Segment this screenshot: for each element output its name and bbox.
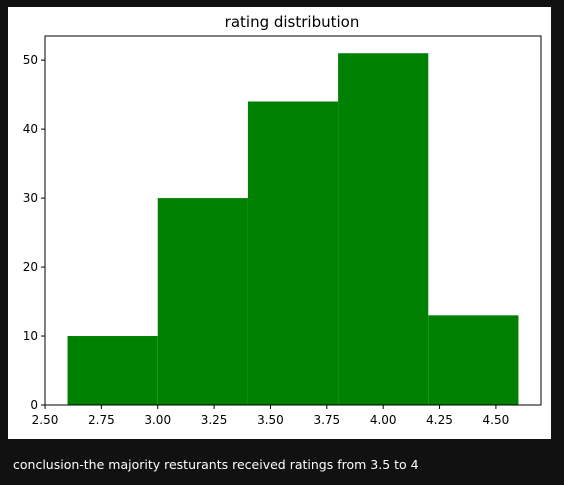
y-axis-ticks: 0 10 20 30 40 50 — [23, 53, 45, 412]
histogram-chart: rating distribution 2.50 2.75 3.00 3.25 3.50… — [23, 13, 542, 427]
chart-title: rating distribution — [225, 13, 360, 31]
x-tick-label: 2.50 — [32, 413, 59, 427]
histogram-bar-2 — [157, 198, 248, 405]
y-tick-label: 10 — [23, 329, 38, 343]
y-tick-label: 30 — [23, 191, 38, 205]
y-tick-label: 40 — [23, 122, 38, 136]
x-tick-label: 2.75 — [88, 413, 115, 427]
y-tick-label: 0 — [30, 398, 38, 412]
x-tick-label: 3.50 — [257, 413, 284, 427]
x-axis-ticks: 2.50 2.75 3.00 3.25 3.50 3.75 4.00 4.25 4.50 — [32, 405, 510, 427]
x-tick-label: 3.00 — [144, 413, 171, 427]
histogram-bar-4 — [338, 53, 429, 406]
bars-group — [67, 53, 519, 406]
y-tick-label: 50 — [23, 53, 38, 67]
histogram-bar-5 — [428, 315, 519, 405]
y-tick-label: 20 — [23, 260, 38, 274]
x-tick-label: 3.25 — [201, 413, 228, 427]
histogram-bar-1 — [67, 336, 158, 405]
axes-frame — [44, 35, 542, 406]
x-tick-label: 3.75 — [313, 413, 340, 427]
conclusion-caption: conclusion-the majority resturants recei… — [13, 457, 419, 472]
x-tick-label: 4.00 — [370, 413, 397, 427]
x-tick-label: 4.25 — [426, 413, 453, 427]
histogram-bar-3 — [247, 101, 339, 405]
x-tick-label: 4.50 — [483, 413, 510, 427]
chart-figure: rating distribution 2.50 2.75 3.00 3.25 3.50… — [8, 7, 551, 439]
